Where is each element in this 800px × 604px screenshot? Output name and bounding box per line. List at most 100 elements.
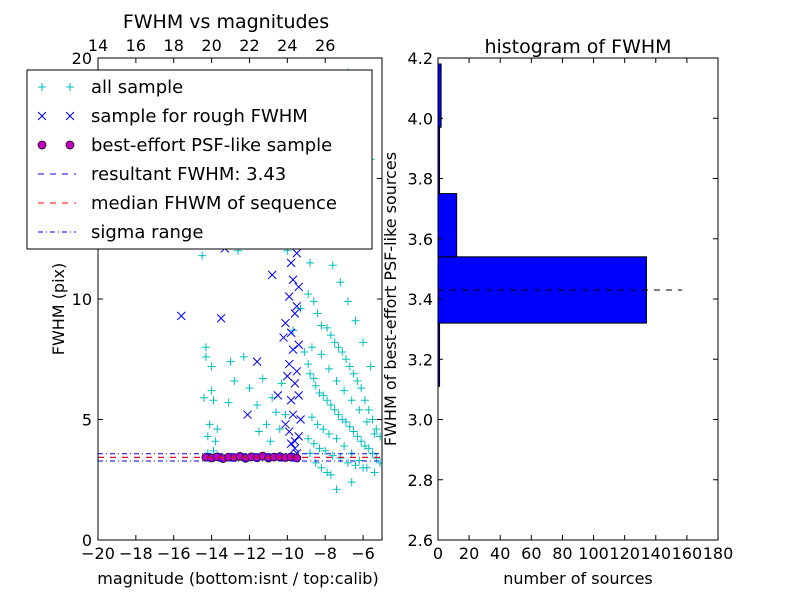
data-point — [286, 328, 296, 338]
data-point — [198, 251, 207, 260]
data-point — [362, 417, 371, 426]
data-point — [216, 313, 226, 323]
data-point — [176, 311, 186, 321]
data-point — [372, 425, 381, 434]
data-point — [355, 405, 364, 414]
data-point — [334, 343, 343, 352]
x-tick-label: 60 — [521, 544, 541, 563]
data-point — [203, 432, 212, 441]
data-point — [309, 297, 318, 306]
data-point — [224, 398, 233, 407]
data-point — [349, 369, 358, 378]
y-tick-label: 4.2 — [408, 49, 433, 68]
data-point — [230, 376, 239, 385]
scatter-data-layer — [98, 68, 382, 494]
data-point — [315, 444, 324, 453]
x-tick-label: 40 — [490, 544, 510, 563]
y-tick-label: 3.8 — [408, 170, 433, 189]
data-point — [245, 384, 254, 393]
data-point — [294, 391, 304, 400]
data-point — [262, 420, 271, 429]
data-point — [351, 461, 360, 470]
data-point — [357, 384, 366, 393]
right-chart-title: histogram of FWHM — [484, 36, 671, 58]
data-point — [284, 427, 294, 436]
data-point — [307, 413, 316, 422]
x-tick-label: 180 — [703, 544, 734, 563]
data-point — [319, 391, 328, 400]
data-point — [366, 362, 375, 371]
data-point — [351, 316, 360, 325]
data-point — [304, 360, 313, 369]
data-point — [282, 371, 292, 381]
data-point — [364, 444, 373, 453]
data-point — [290, 309, 300, 318]
data-point — [324, 429, 333, 438]
legend-entry: all sample — [38, 77, 183, 98]
histogram-bar — [437, 193, 458, 258]
left-x-axis-label: magnitude (bottom:isnt / top:calib) — [97, 569, 378, 588]
x-tick-label: 140 — [641, 544, 672, 563]
data-point — [252, 357, 262, 367]
data-point — [370, 468, 379, 477]
data-point — [284, 359, 294, 369]
data-point — [209, 396, 218, 405]
data-point — [370, 429, 379, 438]
data-point — [254, 427, 263, 436]
x-tick-label: −20 — [81, 544, 115, 563]
x-tick-label: −8 — [313, 544, 337, 563]
data-point — [294, 282, 304, 292]
top-x-tick-label: 20 — [201, 36, 221, 55]
data-point — [328, 261, 337, 270]
data-point — [376, 458, 382, 467]
top-x-tick-label: 18 — [164, 36, 184, 55]
fwhm-histogram-plot: 0 20 40 60 80 100 120 140 160 180 2.6 2.8 3.0 3.2 3.4 3… — [381, 36, 733, 588]
data-point — [309, 439, 318, 448]
x-tick-label: −10 — [270, 544, 304, 563]
data-point — [296, 304, 305, 313]
data-point — [332, 434, 341, 443]
top-x-tick-label: 26 — [315, 36, 335, 55]
y-tick-label: 3.4 — [408, 290, 433, 309]
legend-label: sigma range — [91, 222, 203, 243]
data-point — [286, 439, 296, 448]
data-point — [267, 270, 277, 280]
data-point — [345, 422, 354, 431]
data-point — [332, 485, 341, 494]
data-point — [201, 352, 210, 361]
data-point — [209, 446, 218, 455]
data-point — [266, 437, 275, 446]
legend-label: best-effort PSF-like sample — [91, 135, 332, 156]
data-point — [353, 376, 362, 385]
data-point — [323, 396, 332, 405]
data-point — [326, 401, 335, 410]
y-tick-label: 3.6 — [408, 230, 433, 249]
legend-label: sample for rough FWHM — [91, 106, 308, 127]
data-point — [290, 444, 300, 453]
data-point — [328, 451, 337, 460]
data-point — [306, 369, 315, 378]
data-point — [290, 378, 300, 388]
data-point — [281, 318, 290, 328]
data-point — [359, 338, 368, 347]
data-point — [376, 432, 382, 441]
legend-entry: sigma range — [38, 222, 203, 243]
data-point — [258, 374, 267, 383]
data-point — [360, 396, 369, 405]
data-point — [292, 453, 302, 463]
histogram-bar — [437, 256, 647, 324]
y-tick-label: 3.2 — [408, 350, 433, 369]
data-point — [288, 345, 298, 354]
x-tick-label: −12 — [233, 544, 267, 563]
data-point — [294, 432, 304, 441]
y-tick-label: 5 — [82, 411, 92, 430]
top-x-tick-label: 22 — [239, 36, 259, 55]
data-point — [334, 410, 343, 419]
data-point — [273, 391, 283, 400]
legend-label: median FHWM of sequence — [91, 193, 337, 214]
y-tick-label: 2.6 — [408, 531, 433, 550]
data-point — [306, 258, 315, 267]
data-point — [290, 436, 300, 446]
